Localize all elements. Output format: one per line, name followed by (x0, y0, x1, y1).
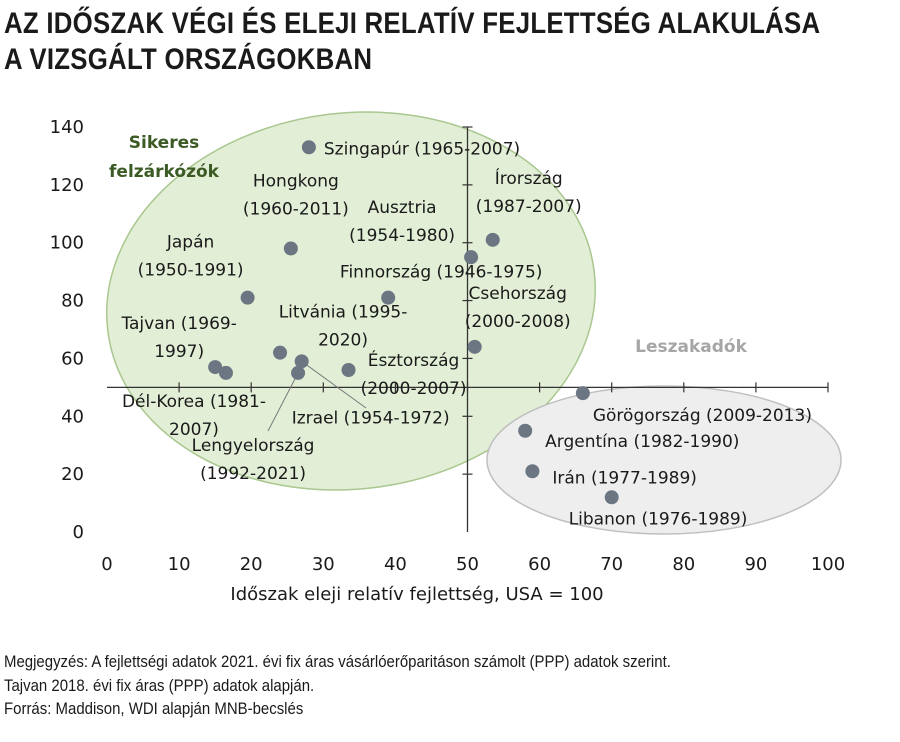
leader-line (301, 360, 367, 409)
data-point (575, 386, 590, 401)
footnotes: Megjegyzés: A fejlettségi adatok 2021. é… (4, 650, 762, 721)
point-label: Ausztria (368, 198, 437, 218)
data-point (464, 250, 479, 265)
y-tick-label: 20 (61, 464, 84, 485)
title-line-2: A VIZSGÁLT ORSZÁGOKBAN (4, 43, 373, 76)
x-tick-label: 50 (456, 554, 479, 575)
data-point (218, 365, 233, 380)
y-tick-label: 140 (50, 117, 84, 138)
scatter-chart: Sikeres felzárkózók Leszakadók 0 10 20 30 40 50 6… (50, 111, 845, 605)
group-label-sikeres: felzárkózók (109, 162, 220, 182)
x-tick-label: 60 (528, 554, 551, 575)
group-label-leszakadok: Leszakadók (635, 337, 747, 357)
point-label: Argentína (1982-1990) (545, 432, 739, 452)
data-point (341, 363, 356, 377)
note-methodology: Megjegyzés: A fejlettségi adatok 2021. é… (4, 652, 671, 671)
note-source: Forrás: Maddison, WDI alapján MNB-becslé… (4, 699, 304, 718)
x-tick-label: 100 (811, 554, 845, 575)
group-ellipse-sikeres (105, 111, 597, 491)
data-point (467, 339, 482, 354)
data-point (291, 365, 306, 380)
point-label: Csehország (469, 284, 567, 304)
point-label: Írország (495, 167, 563, 189)
x-tick-label: 20 (240, 554, 263, 575)
data-point (604, 490, 619, 505)
x-tick-label: 30 (312, 554, 335, 575)
point-label: 2007) (169, 420, 219, 440)
group-label-sikeres: Sikeres (129, 133, 199, 153)
data-point (485, 232, 500, 247)
data-point (240, 290, 255, 305)
y-tick-label: 100 (50, 233, 84, 254)
y-tick-label: 40 (61, 406, 84, 427)
point-label: (2000-2008) (465, 312, 571, 332)
title-line-1: AZ IDŐSZAK VÉGI ÉS ELEJI RELATÍV FEJLETT… (4, 7, 821, 40)
x-tick-label: 40 (384, 554, 407, 575)
data-point (208, 360, 223, 375)
y-tick-label: 120 (50, 175, 84, 196)
point-label: Litvánia (1995- (279, 303, 408, 323)
x-tick-label: 90 (744, 554, 767, 575)
data-point (381, 290, 396, 305)
point-label: Irán (1977-1989) (552, 468, 697, 488)
x-axis-title: Időszak eleji relatív fejlettség, USA = … (230, 584, 603, 605)
group-ellipse-leszakadok (486, 385, 842, 535)
x-tick-label: 70 (600, 554, 623, 575)
point-label: Libanon (1976-1989) (569, 509, 748, 529)
y-tick-label: 0 (73, 522, 84, 543)
point-label: 2020) (318, 331, 368, 351)
data-point (283, 241, 298, 256)
point-label: Dél-Korea (1981- (122, 392, 266, 412)
x-tick-label: 10 (168, 554, 191, 575)
point-label: (1950-1991) (138, 261, 244, 281)
chart-title: AZ IDŐSZAK VÉGI ÉS ELEJI RELATÍV FEJLETT… (4, 6, 821, 78)
data-point (301, 140, 316, 155)
x-tick-label: 80 (672, 554, 695, 575)
point-label: Hongkong (253, 172, 339, 192)
point-label: (1954-1980) (349, 226, 455, 246)
point-label: Észtország (368, 349, 460, 371)
y-tick-label: 60 (61, 348, 84, 369)
note-taiwan: Tajvan 2018. évi fix áras (PPP) adatok a… (4, 675, 315, 695)
point-label: (1960-2011) (243, 200, 349, 220)
point-label: Szingapúr (1965-2007) (324, 139, 520, 159)
point-label: (2000-2007) (361, 379, 467, 399)
data-point (518, 423, 533, 438)
point-label: Izrael (1954-1972) (292, 408, 450, 428)
point-label: 1997) (154, 342, 204, 362)
data-point (294, 354, 309, 369)
data-point (273, 345, 288, 360)
point-label: Lengyelország (192, 436, 315, 456)
point-label: (1987-2007) (476, 197, 582, 217)
data-point (525, 464, 540, 479)
point-label: Japán (166, 233, 214, 253)
x-tick-label: 0 (101, 554, 112, 575)
point-label: Finnország (1946-1975) (340, 263, 543, 283)
leader-line (267, 372, 299, 432)
y-tick-label: 80 (61, 291, 84, 312)
point-label: Tajvan (1969- (120, 314, 236, 334)
point-label: (1992-2021) (200, 464, 306, 484)
point-label: Görögország (2009-2013) (593, 406, 812, 426)
